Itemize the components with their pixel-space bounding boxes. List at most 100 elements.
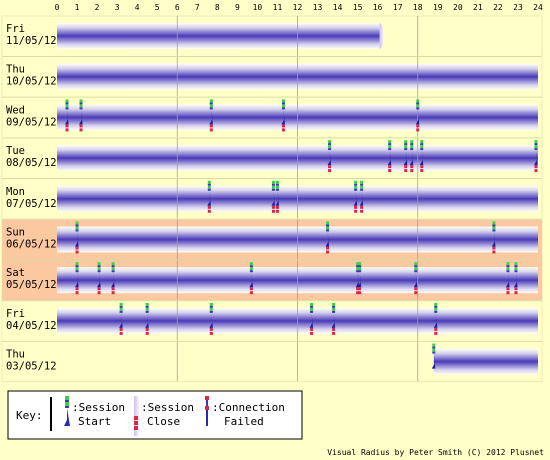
- day-name-label: Tue: [6, 145, 25, 157]
- session-start-marker: [209, 302, 213, 328]
- x-tick-label: 22: [493, 3, 503, 12]
- x-tick-label: 13: [313, 3, 323, 12]
- day-name-label: Fri: [6, 23, 25, 35]
- session-start-marker: [533, 140, 538, 166]
- date-label: 05/05/12: [6, 279, 57, 291]
- session-start-marker: [281, 99, 286, 125]
- x-tick-label: 18: [413, 3, 423, 12]
- session-start-marker: [275, 180, 280, 206]
- day-name-label: Mon: [6, 186, 25, 198]
- x-tick-label: 2: [95, 3, 100, 12]
- session-close-marker: [119, 327, 123, 335]
- session-start-marker: [403, 140, 408, 166]
- x-tick-label: 10: [253, 3, 263, 12]
- x-tick-label: 17: [393, 3, 403, 12]
- session-close-marker: [534, 165, 538, 173]
- session-start-marker: [355, 262, 360, 288]
- session-start-marker: [97, 262, 101, 288]
- legend-session-close-line2: Close: [147, 415, 180, 428]
- day-rows: Fri11/05/12Thu10/05/12Wed09/05/12Tue08/0…: [1, 15, 543, 383]
- session-close-marker: [506, 287, 510, 295]
- session-close-marker: [388, 165, 392, 173]
- x-tick-label: 16: [373, 3, 383, 12]
- day-name-label: Sat: [6, 267, 25, 279]
- session-close-marker: [326, 246, 330, 254]
- day-name-label: Fri: [6, 308, 25, 320]
- session-close-marker: [514, 287, 518, 295]
- legend-connection-failed-icon: [205, 396, 209, 426]
- session-start-marker: [491, 221, 496, 247]
- session-close-marker: [75, 287, 79, 295]
- x-tick-label: 21: [473, 3, 483, 12]
- session-close-marker: [414, 287, 418, 295]
- date-label: 04/05/12: [6, 320, 57, 332]
- session-close-marker: [111, 287, 115, 295]
- session-close-marker: [358, 287, 362, 295]
- session-start-marker: [207, 180, 211, 206]
- session-close-marker: [404, 165, 408, 173]
- x-tick-label: 20: [453, 3, 463, 12]
- session-start-marker: [357, 262, 362, 288]
- x-tick-label: 8: [215, 3, 220, 12]
- x-tick-label: 23: [513, 3, 523, 12]
- session-close-marker: [360, 205, 364, 213]
- session-close-marker: [271, 205, 275, 213]
- x-tick-label: 12: [293, 3, 303, 12]
- session-start-marker: [505, 262, 510, 288]
- session-close-marker: [492, 246, 496, 254]
- legend-key: Key: :Session Start :Session Close :Conn…: [7, 390, 303, 440]
- session-start-marker: [65, 99, 69, 125]
- x-tick-label: 14: [333, 3, 343, 12]
- legend-key-label: Key:: [16, 409, 43, 422]
- session-start-marker: [433, 302, 438, 328]
- session-bar: [57, 23, 380, 49]
- session-start-marker: [325, 221, 330, 247]
- session-close-marker: [356, 287, 360, 295]
- legend-session-close-line1: :Session: [141, 401, 194, 414]
- session-close-marker: [328, 165, 332, 173]
- x-tick-label: 5: [155, 3, 160, 12]
- session-close-marker: [354, 205, 358, 213]
- session-close-marker: [97, 287, 101, 295]
- date-label: 06/05/12: [6, 239, 57, 251]
- x-axis-ticks: 0 1 2 3 4 5 6 7 8 9 10 11 12 13 14 15 16 17 18 19 20 21 22 23 24: [55, 3, 543, 12]
- session-close-marker: [209, 327, 213, 335]
- session-start-marker: [413, 262, 418, 288]
- legend-connection-failed-line1: :Connection: [212, 401, 285, 414]
- session-close-marker: [145, 327, 149, 335]
- session-start-marker: [79, 99, 83, 125]
- footer-credit: Visual Radius by Peter Smith (C) 2012 Pl…: [327, 448, 544, 457]
- x-tick-label: 1: [75, 3, 80, 12]
- legend-separator: [50, 397, 52, 431]
- date-label: 07/05/12: [6, 198, 57, 210]
- legend-session-start-line2: Start: [78, 415, 111, 428]
- session-close-marker: [332, 327, 336, 335]
- session-bar: [433, 348, 538, 375]
- session-start-marker: [249, 262, 254, 288]
- session-start-marker: [353, 180, 358, 206]
- session-start-marker: [387, 140, 392, 166]
- x-tick-label: 4: [135, 3, 140, 12]
- session-close-marker: [310, 327, 314, 335]
- session-start-marker: [309, 302, 314, 328]
- x-tick-label: 19: [433, 3, 443, 12]
- date-label: 09/05/12: [6, 116, 57, 128]
- session-close-marker: [79, 124, 83, 132]
- date-label: 11/05/12: [6, 35, 57, 47]
- x-tick-label: 15: [353, 3, 363, 12]
- session-start-marker: [111, 262, 115, 288]
- session-close-marker: [65, 124, 69, 132]
- session-start-marker: [415, 99, 420, 125]
- session-close-marker: [209, 124, 213, 132]
- session-close-marker: [275, 205, 279, 213]
- date-label: 08/05/12: [6, 157, 57, 169]
- session-close-marker: [75, 246, 79, 254]
